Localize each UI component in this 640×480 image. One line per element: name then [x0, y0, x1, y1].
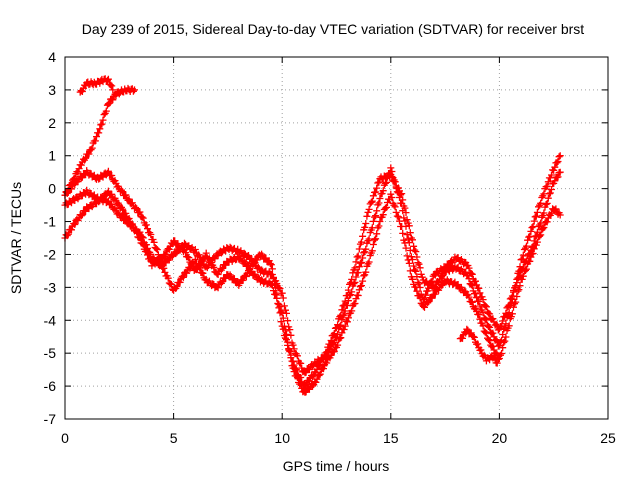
chart-title: Day 239 of 2015, Sidereal Day-to-day VTE… [82, 21, 584, 37]
x-tick-label: 20 [492, 430, 508, 446]
y-axis-label: SDTVAR / TECUs [8, 182, 24, 294]
y-tick-label: -3 [44, 279, 57, 295]
y-tick-label: 2 [48, 115, 56, 131]
x-axis-label: GPS time / hours [283, 458, 390, 474]
y-tick-label: -5 [44, 345, 57, 361]
data-points [61, 75, 564, 396]
plot-frame [64, 56, 609, 420]
data-series [61, 164, 564, 377]
plus-markers [61, 152, 564, 389]
y-tick-label: 4 [48, 49, 56, 65]
y-tick-label: 1 [48, 148, 56, 164]
y-tick-label: 0 [48, 181, 56, 197]
x-tick-label: 5 [170, 430, 178, 446]
axes: 0 5 10 15 20 25 -7 -6 -5 -4 -3 -2 -1 0 1 2 3 4 [44, 49, 616, 446]
plus-markers [76, 75, 117, 96]
data-series [456, 325, 501, 367]
x-tick-label: 10 [274, 430, 290, 446]
plus-markers [456, 325, 501, 367]
y-tick-label: -7 [44, 411, 57, 427]
x-tick-label: 0 [61, 430, 69, 446]
x-tick-label: 25 [600, 430, 616, 446]
data-series [76, 75, 117, 96]
plus-markers [61, 164, 564, 377]
y-tick-label: 3 [48, 82, 56, 98]
x-tick-label: 15 [383, 430, 399, 446]
y-tick-label: -6 [44, 378, 57, 394]
y-tick-label: -1 [44, 214, 57, 230]
y-tick-label: -2 [44, 246, 57, 262]
y-tick-label: -4 [44, 312, 57, 328]
data-series [61, 152, 564, 389]
